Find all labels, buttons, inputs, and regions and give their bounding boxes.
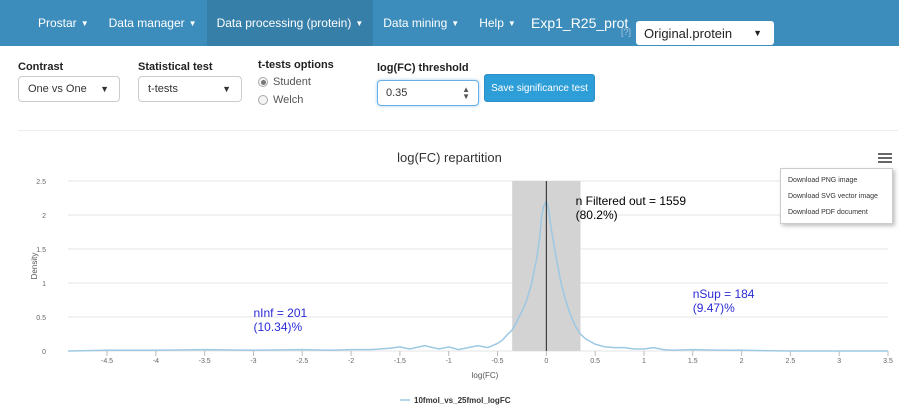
caret-down-icon: ▼ — [80, 18, 89, 28]
x-tick-label: 1.5 — [688, 358, 698, 365]
object-select[interactable]: Original.protein ▼ — [636, 21, 774, 45]
nav-label: Data mining — [383, 16, 448, 30]
stat-test-label: Statistical test — [138, 61, 213, 73]
radio-student-label: Student — [273, 76, 311, 88]
annotation-line1: nSup = 184 — [693, 287, 755, 301]
x-tick-label: 3.5 — [883, 358, 893, 365]
object-select-value: Original.protein — [644, 25, 733, 41]
save-significance-test-button[interactable]: Save significance test — [484, 74, 595, 102]
x-tick-label: -3.5 — [199, 358, 211, 365]
caret-down-icon: ▼ — [451, 18, 460, 28]
caret-down-icon: ▼ — [507, 18, 516, 28]
y-tick-label: 2 — [42, 213, 46, 220]
contrast-select-value: One vs One — [28, 83, 87, 95]
hamburger-menu-icon[interactable] — [878, 153, 892, 165]
nav-data-manager[interactable]: Data manager ▼ — [99, 0, 207, 46]
nav-data-mining[interactable]: Data mining ▼ — [373, 0, 469, 46]
annotation-line1: n Filtered out = 1559 — [576, 194, 687, 208]
nav-label: Prostar — [38, 16, 77, 30]
ttest-options-label: t-tests options — [258, 59, 334, 71]
caret-down-icon: ▼ — [100, 84, 109, 94]
annotation-line2: (10.34)% — [253, 320, 302, 334]
logfc-threshold-value: 0.35 — [386, 87, 408, 99]
x-tick-label: -1 — [446, 358, 452, 365]
annotation-line2: (80.2%) — [576, 208, 618, 222]
y-axis-label: Density — [30, 253, 39, 280]
x-tick-label: -1.5 — [394, 358, 406, 365]
x-tick-label: 3 — [837, 358, 841, 365]
x-tick-label: -2.5 — [296, 358, 308, 365]
y-tick-label: 2.5 — [36, 179, 46, 186]
nav-prostar[interactable]: Prostar ▼ — [28, 0, 99, 46]
download-svg-item[interactable]: Download SVG vector image — [788, 193, 878, 200]
x-tick-label: 1 — [642, 358, 646, 365]
chart-title: log(FC) repartition — [397, 150, 502, 165]
density-series-line — [67, 199, 888, 352]
x-tick-label: -4 — [153, 358, 159, 365]
caret-down-icon: ▼ — [753, 28, 762, 38]
radio-student[interactable]: Student — [258, 76, 311, 88]
nav-label: Data manager — [108, 16, 185, 30]
logfc-threshold-label: log(FC) threshold — [377, 62, 469, 74]
annotation-line2: (9.47)% — [693, 301, 735, 315]
chart-export-menu: Download PNG image Download SVG vector i… — [780, 168, 893, 224]
x-tick-label: -2 — [348, 358, 354, 365]
radio-checked-icon — [258, 77, 268, 87]
divider — [18, 130, 898, 131]
dataset-title: Exp1_R25_prot — [531, 15, 629, 31]
y-tick-label: 0.5 — [36, 315, 46, 322]
stat-test-select[interactable]: t-tests ▼ — [138, 76, 242, 102]
radio-unchecked-icon — [258, 95, 268, 105]
caret-down-icon: ▼ — [222, 84, 231, 94]
x-tick-label: 0 — [544, 358, 548, 365]
x-tick-label: 2.5 — [786, 358, 796, 365]
nav-help[interactable]: Help ▼ — [469, 0, 526, 46]
download-png-item[interactable]: Download PNG image — [788, 177, 858, 184]
stat-test-select-value: t-tests — [148, 83, 178, 95]
logfc-threshold-input[interactable]: 0.35 ▲ ▼ — [377, 80, 479, 106]
y-tick-label: 1 — [42, 281, 46, 288]
nav-label: Data processing (protein) — [216, 16, 352, 30]
nav-data-processing[interactable]: Data processing (protein) ▼ — [206, 0, 374, 46]
contrast-select[interactable]: One vs One ▼ — [18, 76, 120, 102]
y-tick-label: 0 — [42, 349, 46, 356]
caret-down-icon: ▼ — [355, 18, 364, 28]
legend-label: 10fmol_vs_25fmol_logFC — [414, 396, 511, 405]
x-tick-label: 0.5 — [590, 358, 600, 365]
annotation-line1: nInf = 201 — [253, 306, 307, 320]
spinner-icon[interactable]: ▲ ▼ — [462, 85, 470, 101]
x-tick-label: -0.5 — [491, 358, 503, 365]
download-pdf-item[interactable]: Download PDF document — [788, 209, 868, 216]
radio-welch-label: Welch — [273, 94, 304, 106]
x-tick-label: -4.5 — [101, 358, 113, 365]
y-tick-label: 1.5 — [36, 247, 46, 254]
caret-down-icon: ▼ — [188, 18, 197, 28]
radio-welch[interactable]: Welch — [258, 94, 303, 106]
help-marker[interactable]: [?] — [621, 27, 632, 37]
x-axis-label: log(FC) — [472, 371, 499, 380]
x-tick-label: 2 — [740, 358, 744, 365]
x-tick-label: -3 — [250, 358, 256, 365]
contrast-label: Contrast — [18, 61, 64, 73]
nav-label: Help — [479, 16, 504, 30]
